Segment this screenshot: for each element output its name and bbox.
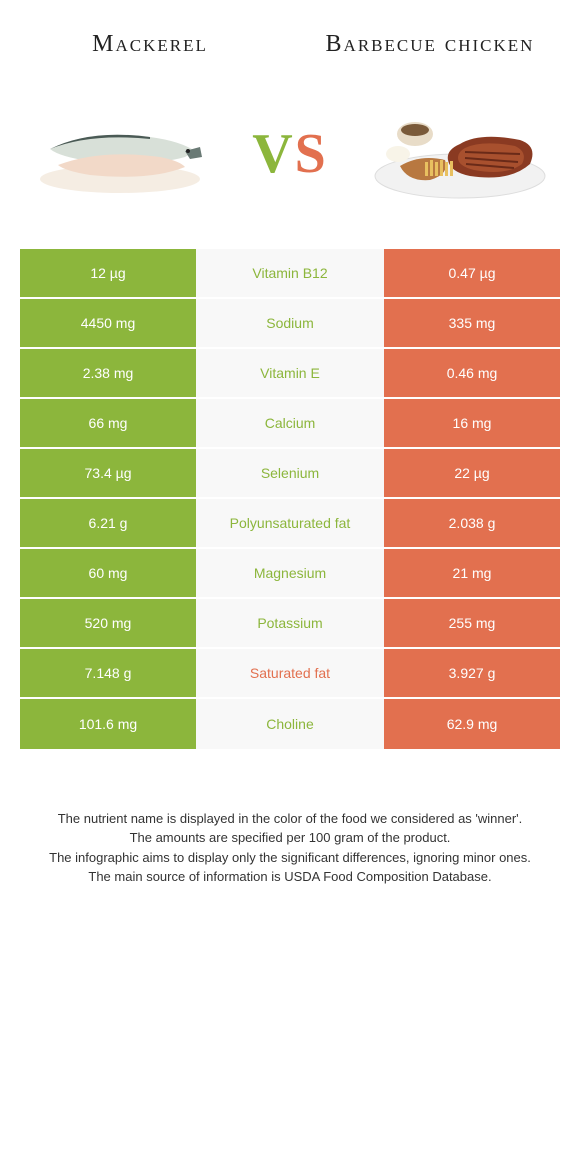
- table-row: 101.6 mgCholine62.9 mg: [20, 699, 560, 749]
- bbq-icon: [370, 104, 550, 204]
- table-row: 2.38 mgVitamin E0.46 mg: [20, 349, 560, 399]
- right-value: 335 mg: [384, 299, 560, 347]
- fish-icon: [30, 109, 210, 199]
- left-value: 73.4 µg: [20, 449, 196, 497]
- left-value: 6.21 g: [20, 499, 196, 547]
- vs-v: V: [252, 123, 294, 185]
- right-value: 62.9 mg: [384, 699, 560, 749]
- table-row: 73.4 µgSelenium22 µg: [20, 449, 560, 499]
- left-value: 2.38 mg: [20, 349, 196, 397]
- footnote-1: The nutrient name is displayed in the co…: [30, 809, 550, 829]
- right-value: 3.927 g: [384, 649, 560, 697]
- right-value: 22 µg: [384, 449, 560, 497]
- footnote-3: The infographic aims to display only the…: [30, 848, 550, 868]
- nutrient-table: 12 µgVitamin B120.47 µg4450 mgSodium335 …: [20, 249, 560, 749]
- nutrient-name: Vitamin E: [196, 349, 384, 397]
- nutrient-name: Vitamin B12: [196, 249, 384, 297]
- left-value: 66 mg: [20, 399, 196, 447]
- nutrient-name: Selenium: [196, 449, 384, 497]
- right-value: 0.47 µg: [384, 249, 560, 297]
- left-value: 12 µg: [20, 249, 196, 297]
- right-food-title: Barbecue chicken: [310, 30, 550, 59]
- nutrient-name: Saturated fat: [196, 649, 384, 697]
- left-value: 101.6 mg: [20, 699, 196, 749]
- nutrient-name: Sodium: [196, 299, 384, 347]
- images-row: VS: [20, 99, 560, 209]
- table-row: 7.148 gSaturated fat3.927 g: [20, 649, 560, 699]
- table-row: 12 µgVitamin B120.47 µg: [20, 249, 560, 299]
- nutrient-name: Calcium: [196, 399, 384, 447]
- table-row: 60 mgMagnesium21 mg: [20, 549, 560, 599]
- footnote-4: The main source of information is USDA F…: [30, 867, 550, 887]
- left-value: 7.148 g: [20, 649, 196, 697]
- footnote-2: The amounts are specified per 100 gram o…: [30, 828, 550, 848]
- table-row: 4450 mgSodium335 mg: [20, 299, 560, 349]
- table-row: 66 mgCalcium16 mg: [20, 399, 560, 449]
- left-value: 60 mg: [20, 549, 196, 597]
- bbq-chicken-image: [370, 99, 550, 209]
- nutrient-name: Potassium: [196, 599, 384, 647]
- right-value: 0.46 mg: [384, 349, 560, 397]
- header-row: Mackerel Barbecue chicken: [20, 30, 560, 59]
- nutrient-name: Magnesium: [196, 549, 384, 597]
- footnotes: The nutrient name is displayed in the co…: [20, 809, 560, 887]
- mackerel-image: [30, 99, 210, 209]
- right-value: 16 mg: [384, 399, 560, 447]
- left-value: 520 mg: [20, 599, 196, 647]
- vs-label: VS: [252, 122, 328, 186]
- right-value: 2.038 g: [384, 499, 560, 547]
- nutrient-name: Choline: [196, 699, 384, 749]
- right-value: 21 mg: [384, 549, 560, 597]
- left-value: 4450 mg: [20, 299, 196, 347]
- table-row: 6.21 gPolyunsaturated fat2.038 g: [20, 499, 560, 549]
- nutrient-name: Polyunsaturated fat: [196, 499, 384, 547]
- vs-s: S: [295, 123, 328, 185]
- right-value: 255 mg: [384, 599, 560, 647]
- left-food-title: Mackerel: [30, 30, 270, 59]
- table-row: 520 mgPotassium255 mg: [20, 599, 560, 649]
